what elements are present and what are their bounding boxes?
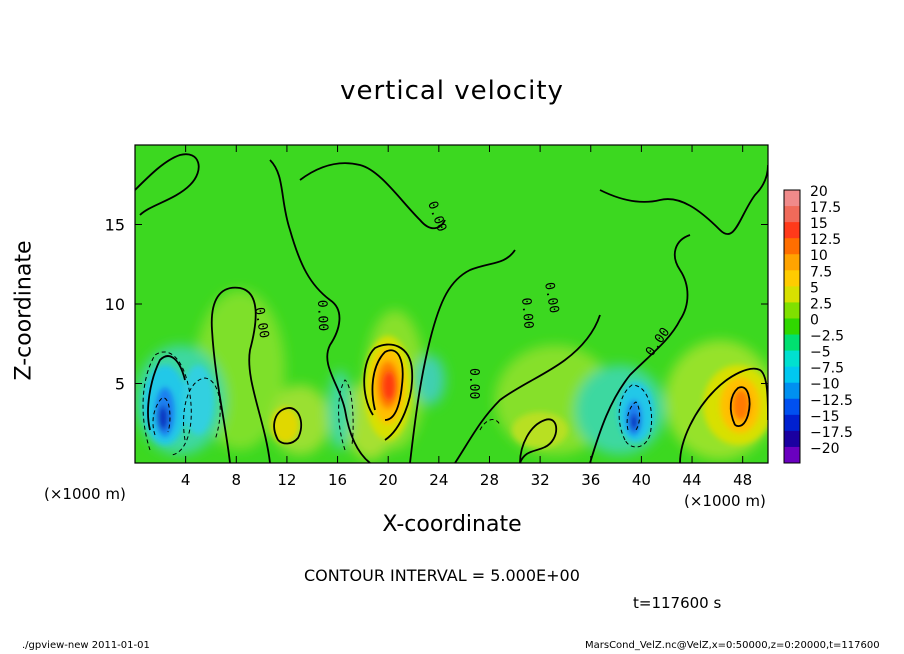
x-tick-label: 16 [328, 471, 347, 489]
x-tick-label: 44 [682, 471, 701, 489]
colorbar-frame [783, 189, 801, 464]
colorbar-label: 7.5 [810, 264, 832, 280]
colorbar: 2017.51512.5107.552.50−2.5−5−7.5−10−12.5… [783, 184, 853, 464]
footer-right-text: MarsCond_VelZ.nc@VelZ,x=0:50000,z=0:2000… [585, 640, 880, 651]
colorbar-swatch [784, 334, 800, 352]
colorbar-swatch [784, 238, 800, 255]
x-unit-label-right: (×1000 m) [684, 492, 766, 510]
colorbar-swatch [784, 286, 800, 303]
contour-label: 0.00 [466, 368, 481, 399]
x-unit-label-left: (×1000 m) [44, 485, 126, 503]
x-tick-label: 24 [429, 471, 448, 489]
x-tick-label: 48 [733, 471, 752, 489]
colorbar-swatch [784, 350, 800, 368]
colorbar-label: 0 [810, 312, 819, 328]
colorbar-swatch [784, 206, 800, 223]
colorbar-label: 5 [810, 280, 819, 296]
time-label: t=117600 s [633, 594, 722, 612]
x-tick-label: 36 [581, 471, 600, 489]
colorbar-swatch [784, 430, 800, 448]
colorbar-swatch [784, 398, 800, 416]
negative-contours [142, 351, 653, 456]
x-tick-label: 32 [531, 471, 550, 489]
contour-label: 0.00 [541, 281, 561, 314]
x-axis-label: X-coordinate [382, 512, 522, 537]
y-tick-label: 5 [115, 375, 125, 394]
colorbar-swatch [784, 382, 800, 400]
y-axis-label: Z-coordinate [11, 240, 37, 381]
colorbar-swatch [784, 446, 800, 464]
colorbar-swatch [784, 302, 800, 319]
colorbar-label: −12.5 [810, 393, 853, 409]
colorbar-label: 2.5 [810, 296, 832, 312]
colorbar-label: −7.5 [810, 361, 844, 377]
colorbar-label: −20 [810, 441, 840, 457]
y-tick-label: 10 [105, 295, 125, 314]
contour-label: 0.00 [518, 297, 536, 330]
contour-label: 0.00 [314, 300, 330, 332]
colorbar-label: −2.5 [810, 329, 844, 345]
x-axis: 4 8 12 16 20 24 28 32 36 40 44 48 [181, 145, 752, 489]
colorbar-label: 17.5 [810, 200, 841, 216]
colorbar-swatch [784, 254, 800, 271]
x-tick-label: 4 [181, 471, 191, 489]
plot-field [135, 145, 768, 463]
colorbar-label: 15 [810, 216, 828, 232]
y-axis: 5 10 15 [105, 216, 768, 394]
x-tick-label: 12 [277, 471, 296, 489]
x-tick-label: 40 [632, 471, 651, 489]
colorbar-swatch [784, 366, 800, 384]
colorbar-label: 20 [810, 184, 828, 200]
contour-interval-text: CONTOUR INTERVAL = 5.000E+00 [304, 566, 580, 585]
contour-lines [135, 153, 768, 463]
x-tick-label: 8 [232, 471, 242, 489]
colorbar-swatch [784, 190, 800, 207]
footer-left-text: ./gpview-new 2011-01-01 [22, 640, 150, 651]
contour-label: 0.00 [251, 306, 271, 339]
chart-title: vertical velocity [340, 76, 564, 106]
colorbar-label: 12.5 [810, 232, 841, 248]
colorbar-label: −17.5 [810, 425, 853, 441]
colorbar-label: 10 [810, 248, 828, 264]
colorbar-swatch [784, 222, 800, 239]
colorbar-swatch [784, 318, 800, 336]
x-tick-label: 20 [379, 471, 398, 489]
y-tick-label: 15 [105, 216, 125, 235]
colorbar-swatch [784, 270, 800, 287]
colorbar-label: −15 [810, 409, 840, 425]
colorbar-swatch [784, 414, 800, 432]
x-tick-label: 28 [480, 471, 499, 489]
colorbar-label: −5 [810, 345, 831, 361]
colorbar-label: −10 [810, 377, 840, 393]
